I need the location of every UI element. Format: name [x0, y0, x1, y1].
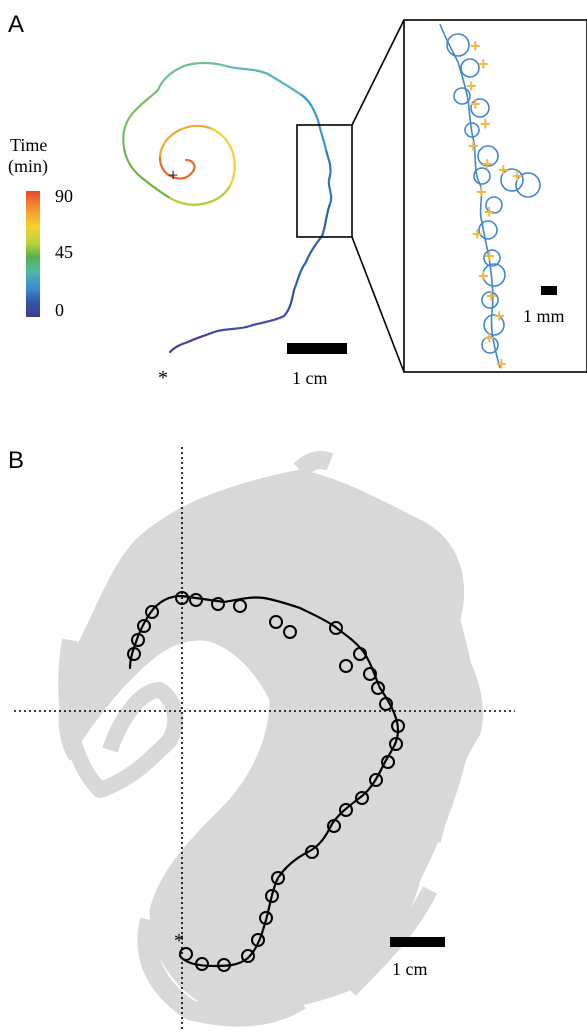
svg-text:+: +: [478, 266, 489, 286]
inset-panel: +++ +++ + + + +++ +++ +++ 1 mm: [403, 19, 587, 374]
svg-text:+: +: [496, 354, 507, 374]
svg-text:+: +: [472, 224, 483, 244]
end-marker-a: +: [168, 165, 178, 185]
svg-text:+: +: [478, 54, 489, 74]
highlight-loops: [127, 591, 405, 972]
zoom-line-bottom: [351, 236, 405, 373]
colorbar-title-line2: (min): [8, 156, 48, 177]
inset-frame: [403, 19, 587, 373]
colorbar-title-line1: Time: [10, 135, 47, 155]
colorbar-tick-0: 0: [55, 300, 64, 320]
svg-text:+: +: [470, 36, 481, 56]
svg-text:+: +: [482, 154, 493, 174]
svg-text:+: +: [466, 76, 477, 96]
zoom-selection-box: [296, 124, 353, 238]
start-marker-b: *: [174, 930, 184, 952]
svg-text:+: +: [494, 306, 505, 326]
svg-text:+: +: [476, 182, 487, 202]
scalebar-inset: [541, 286, 557, 295]
panel-b-letter: B: [8, 447, 24, 474]
scalebar-b: [390, 937, 445, 947]
svg-text:+: +: [498, 160, 509, 180]
panel-b: B *: [8, 447, 515, 1030]
svg-text:+: +: [468, 136, 479, 156]
inset-path: [439, 23, 541, 369]
start-marker-a: *: [158, 367, 168, 389]
colorbar-gradient: [26, 191, 40, 317]
zoom-line-top: [351, 19, 405, 126]
svg-text:+: +: [484, 202, 495, 222]
svg-text:+: +: [484, 328, 495, 348]
svg-text:+: +: [484, 246, 495, 266]
colorbar-tick-90: 90: [55, 186, 73, 206]
panel-a-letter: A: [8, 11, 24, 38]
trajectory-a: [122, 61, 333, 354]
background-trajectories: [58, 451, 483, 1027]
inset-markers: +++ +++ + + + +++ +++ +++: [466, 36, 523, 374]
panel-a: A Time (min) 90 45 0 + *: [8, 11, 587, 389]
highlight-trajectory: [128, 594, 400, 968]
colorbar-tick-45: 45: [55, 242, 73, 262]
svg-text:+: +: [512, 166, 523, 186]
svg-text:+: +: [470, 94, 481, 114]
colorbar: Time (min) 90 45 0: [8, 135, 73, 320]
scalebar-inset-label: 1 mm: [523, 306, 565, 326]
svg-text:+: +: [480, 114, 491, 134]
scalebar-a: [287, 343, 347, 354]
scalebar-b-label: 1 cm: [392, 959, 428, 979]
scalebar-a-label: 1 cm: [292, 368, 328, 388]
svg-text:+: +: [486, 286, 497, 306]
